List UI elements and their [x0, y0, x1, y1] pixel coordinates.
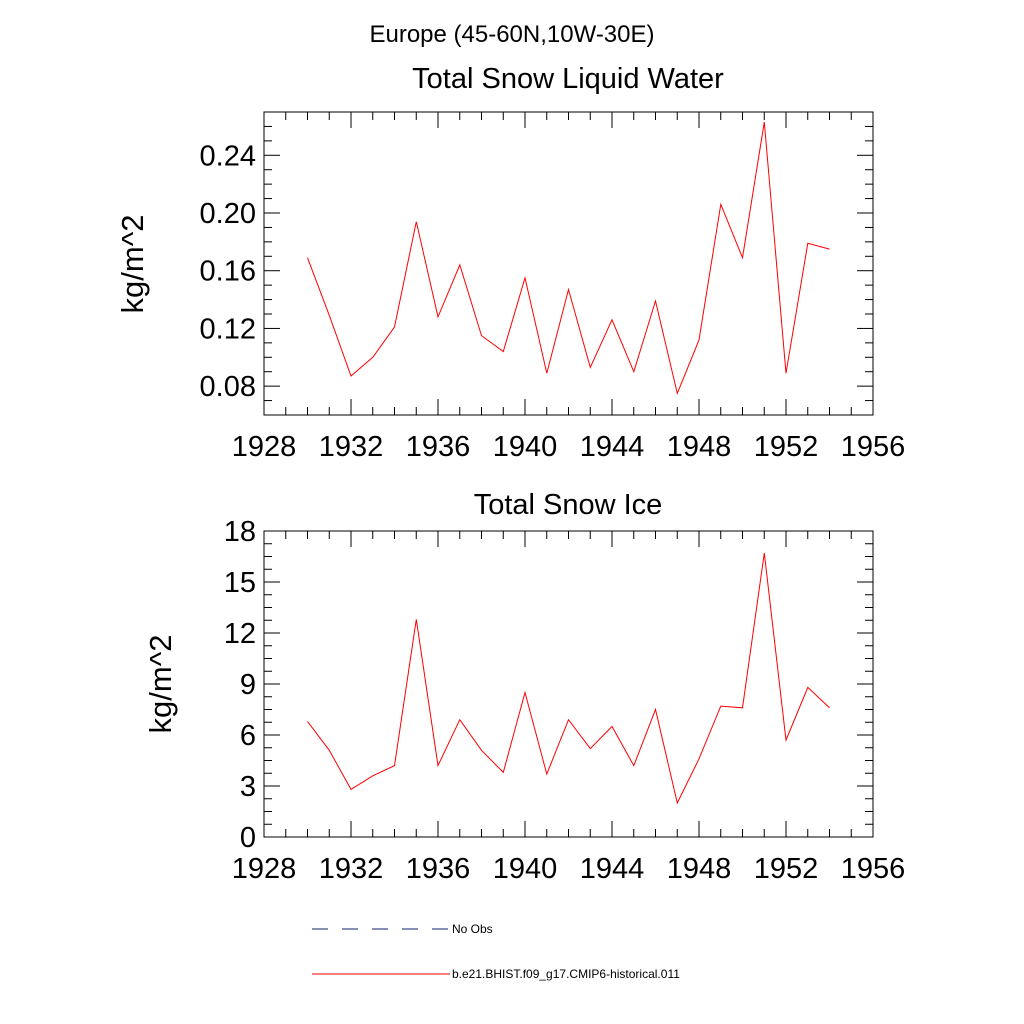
- x-tick-label: 1936: [406, 431, 471, 463]
- plot-frame: [263, 530, 874, 838]
- x-tick-label: 1944: [580, 431, 645, 463]
- panel-total-snow-ice: Total Snow Ice kg/m^2 1928 1932 1936 1940 19…: [143, 489, 905, 885]
- y-tick-label: 0.12: [200, 313, 256, 345]
- y-tick-label: 0: [240, 822, 256, 854]
- y-tick-label: 6: [240, 720, 256, 752]
- y-tick-label: 15: [224, 567, 256, 599]
- y-axis-label: kg/m^2: [143, 635, 178, 734]
- y-tick-label: 9: [240, 669, 256, 701]
- y-tick-label: 0.16: [200, 256, 256, 288]
- x-tick-label: 1956: [841, 431, 906, 463]
- x-tick-label: 1936: [406, 853, 471, 885]
- x-tick-label: 1952: [754, 853, 819, 885]
- x-tick-label: 1956: [841, 853, 906, 885]
- x-tick-label: 1928: [232, 853, 297, 885]
- y-axis-label: kg/m^2: [115, 215, 150, 314]
- x-tick-label: 1932: [319, 853, 384, 885]
- x-tick-label: 1952: [754, 431, 819, 463]
- series-line: [307, 122, 830, 396]
- axis-ticks: 1928 1932 1936 1940 1944 1948 1952 1956 0.08 0.12…: [200, 111, 906, 463]
- x-tick-label: 1932: [319, 431, 384, 463]
- legend-entry-no-obs: No Obs: [312, 922, 493, 936]
- legend-label: No Obs: [452, 922, 493, 936]
- y-tick-label: 0.20: [200, 198, 256, 230]
- y-tick-label: 3: [240, 771, 256, 803]
- x-tick-label: 1948: [667, 431, 732, 463]
- figure-title: Europe (45-60N,10W-30E): [369, 21, 654, 48]
- panel-total-snow-liquid-water: Total Snow Liquid Water kg/m^2 1928 1932 1…: [115, 63, 905, 463]
- y-tick-label: 18: [224, 516, 256, 548]
- x-tick-label: 1928: [232, 431, 297, 463]
- panel-title: Total Snow Liquid Water: [412, 63, 724, 95]
- y-tick-label: 0.08: [200, 371, 256, 403]
- series-line: [307, 553, 830, 805]
- legend: No Obs b.e21.BHIST.f09_g17.CMIP6-histori…: [312, 922, 680, 981]
- legend-label: b.e21.BHIST.f09_g17.CMIP6-historical.011: [452, 967, 680, 981]
- panel-title: Total Snow Ice: [474, 489, 663, 521]
- x-tick-label: 1940: [493, 853, 558, 885]
- x-tick-label: 1948: [667, 853, 732, 885]
- y-tick-label: 0.24: [200, 140, 256, 172]
- series-group: [307, 553, 830, 805]
- plot-frame: [263, 111, 874, 416]
- y-tick-label: 12: [224, 618, 256, 650]
- legend-entry-model-run: b.e21.BHIST.f09_g17.CMIP6-historical.011: [312, 967, 680, 981]
- axis-ticks: 1928 1932 1936 1940 1944 1948 1952 1956 0 3 6 9 12 15…: [224, 516, 906, 885]
- x-tick-label: 1944: [580, 853, 645, 885]
- series-group: [307, 122, 830, 396]
- x-tick-label: 1940: [493, 431, 558, 463]
